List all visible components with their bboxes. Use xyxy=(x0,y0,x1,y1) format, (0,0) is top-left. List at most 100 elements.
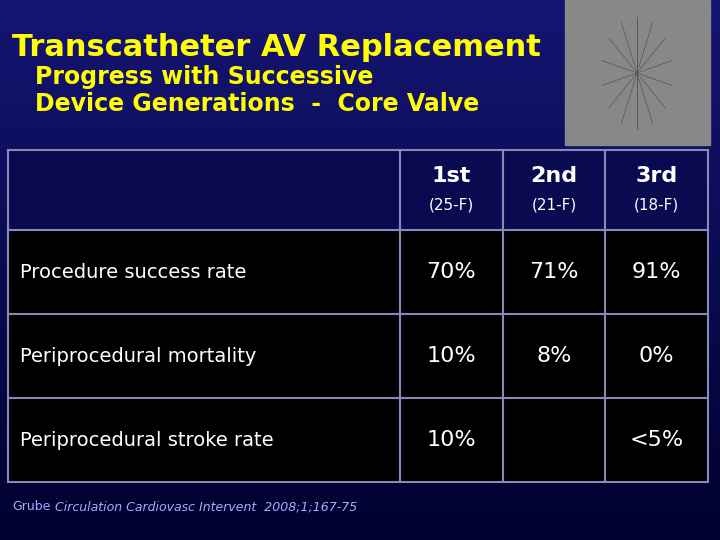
Bar xyxy=(0,262,720,265)
Bar xyxy=(0,291,720,293)
Bar xyxy=(0,123,720,126)
Bar xyxy=(0,125,720,128)
Bar xyxy=(0,402,720,405)
Bar xyxy=(0,451,720,454)
Bar xyxy=(0,42,720,45)
Bar xyxy=(0,166,720,169)
Bar xyxy=(0,159,720,162)
Bar xyxy=(0,8,720,11)
Bar xyxy=(0,200,720,204)
Bar xyxy=(0,300,720,302)
Bar xyxy=(0,0,720,2)
Bar xyxy=(0,532,720,535)
Bar xyxy=(0,364,720,367)
Bar xyxy=(0,161,720,164)
Bar xyxy=(0,487,720,490)
Bar xyxy=(0,289,720,292)
Bar xyxy=(0,170,720,173)
Bar xyxy=(0,19,720,22)
Bar xyxy=(0,226,720,228)
Bar xyxy=(0,183,720,185)
Bar xyxy=(0,103,720,106)
Bar xyxy=(0,129,720,131)
Bar xyxy=(0,181,720,184)
Bar xyxy=(0,242,720,245)
Bar xyxy=(0,524,720,528)
Bar xyxy=(0,361,720,363)
Bar xyxy=(0,235,720,238)
Bar xyxy=(0,350,720,353)
Bar xyxy=(0,413,720,416)
Bar xyxy=(0,305,720,308)
Bar xyxy=(0,352,720,355)
Bar xyxy=(0,206,720,209)
Bar xyxy=(0,497,720,501)
Bar xyxy=(0,408,720,410)
Bar xyxy=(0,409,720,412)
Bar xyxy=(0,118,720,120)
Bar xyxy=(0,163,720,166)
Bar xyxy=(0,384,720,387)
Bar xyxy=(0,424,720,427)
Bar xyxy=(0,501,720,504)
Bar xyxy=(0,321,720,324)
Bar xyxy=(0,21,720,23)
Text: Device Generations  -  Core Valve: Device Generations - Core Valve xyxy=(35,92,480,116)
Bar xyxy=(565,0,710,145)
Bar xyxy=(0,87,720,90)
Bar xyxy=(0,22,720,25)
Bar xyxy=(0,237,720,239)
Bar xyxy=(0,346,720,349)
Bar xyxy=(0,199,720,201)
Bar xyxy=(0,231,720,234)
Text: 8%: 8% xyxy=(536,346,572,366)
Bar xyxy=(0,89,720,92)
Bar xyxy=(0,399,720,401)
Bar xyxy=(0,456,720,459)
Bar xyxy=(0,296,720,299)
Bar xyxy=(0,517,720,520)
Bar xyxy=(0,172,720,174)
Bar xyxy=(0,492,720,495)
Bar xyxy=(0,416,720,420)
Bar xyxy=(0,195,720,198)
Text: <5%: <5% xyxy=(629,430,684,450)
Bar xyxy=(0,463,720,466)
Bar xyxy=(0,480,720,482)
Bar xyxy=(0,435,720,437)
Bar xyxy=(0,204,720,207)
Bar xyxy=(0,222,720,225)
Bar xyxy=(0,46,720,49)
Bar xyxy=(0,366,720,369)
Bar xyxy=(0,338,720,340)
Bar xyxy=(0,44,720,47)
Bar xyxy=(0,348,720,351)
Text: 3rd: 3rd xyxy=(636,166,678,186)
Bar xyxy=(8,398,708,482)
Bar xyxy=(0,523,720,525)
Bar xyxy=(0,310,720,313)
Bar xyxy=(0,265,720,268)
Bar xyxy=(0,213,720,216)
Bar xyxy=(0,411,720,414)
Bar xyxy=(0,10,720,12)
Bar xyxy=(0,303,720,306)
Bar xyxy=(0,512,720,515)
Bar xyxy=(0,184,720,187)
Bar xyxy=(0,48,720,50)
Bar xyxy=(0,220,720,223)
Bar xyxy=(0,51,720,54)
Bar xyxy=(0,186,720,189)
Bar xyxy=(0,100,720,103)
Bar xyxy=(0,210,720,212)
Bar xyxy=(0,157,720,160)
Bar xyxy=(0,4,720,7)
Bar xyxy=(0,256,720,259)
Bar xyxy=(0,6,720,9)
Bar xyxy=(0,109,720,112)
Bar xyxy=(0,119,720,123)
Bar xyxy=(0,28,720,31)
Bar xyxy=(0,447,720,450)
Bar xyxy=(0,132,720,135)
Bar xyxy=(8,314,708,398)
